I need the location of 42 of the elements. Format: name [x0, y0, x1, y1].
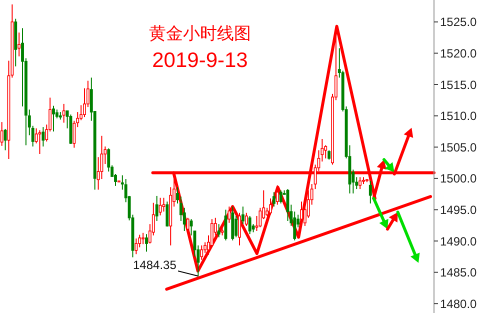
candlestick — [145, 234, 148, 252]
candlestick — [42, 126, 45, 147]
candlestick — [248, 215, 252, 235]
candlestick — [358, 176, 362, 190]
candlestick — [158, 197, 162, 216]
candlestick — [272, 192, 276, 208]
candlestick — [217, 224, 220, 238]
candlestick — [269, 198, 272, 216]
candlestick — [279, 190, 282, 204]
candlestick — [241, 206, 244, 225]
candlestick — [155, 195, 158, 222]
candlestick — [300, 201, 303, 220]
candlestick — [4, 128, 7, 151]
candlestick — [134, 238, 138, 255]
text: 2019-9-13 — [151, 49, 249, 73]
text: 黄金小时线图 — [148, 23, 252, 45]
candlestick — [166, 201, 169, 228]
candlestick — [276, 184, 279, 206]
candlestick — [238, 212, 241, 246]
y-tick-label: 1490.0 — [440, 234, 478, 248]
y-tick-label: 1485.0 — [440, 266, 478, 280]
candlestick — [62, 103, 66, 124]
candlestick — [142, 232, 145, 245]
y-tick-label: 1525.0 — [440, 15, 478, 30]
y-tick-label: 1495.0 — [440, 202, 478, 217]
candlestick — [38, 130, 42, 154]
y-tick-label: 1510.0 — [440, 109, 478, 124]
candlestick — [228, 206, 231, 224]
candlestick — [368, 180, 372, 204]
y-tick-label: 1515.0 — [440, 78, 478, 92]
candlestick — [18, 32, 21, 57]
candlestick — [52, 105, 55, 132]
y-tick-label: 1505.0 — [440, 140, 478, 154]
y-tick-label: 1500.0 — [440, 172, 478, 186]
y-tick-label: 1480.0 — [440, 296, 478, 311]
candlestick — [244, 212, 248, 226]
candlestick — [200, 244, 204, 260]
candlestick — [234, 215, 238, 238]
annotation: 1484.35 — [133, 258, 176, 272]
candlestick — [186, 217, 190, 232]
y-tick-label: 1520.0 — [440, 46, 478, 60]
candlestick — [328, 150, 331, 160]
